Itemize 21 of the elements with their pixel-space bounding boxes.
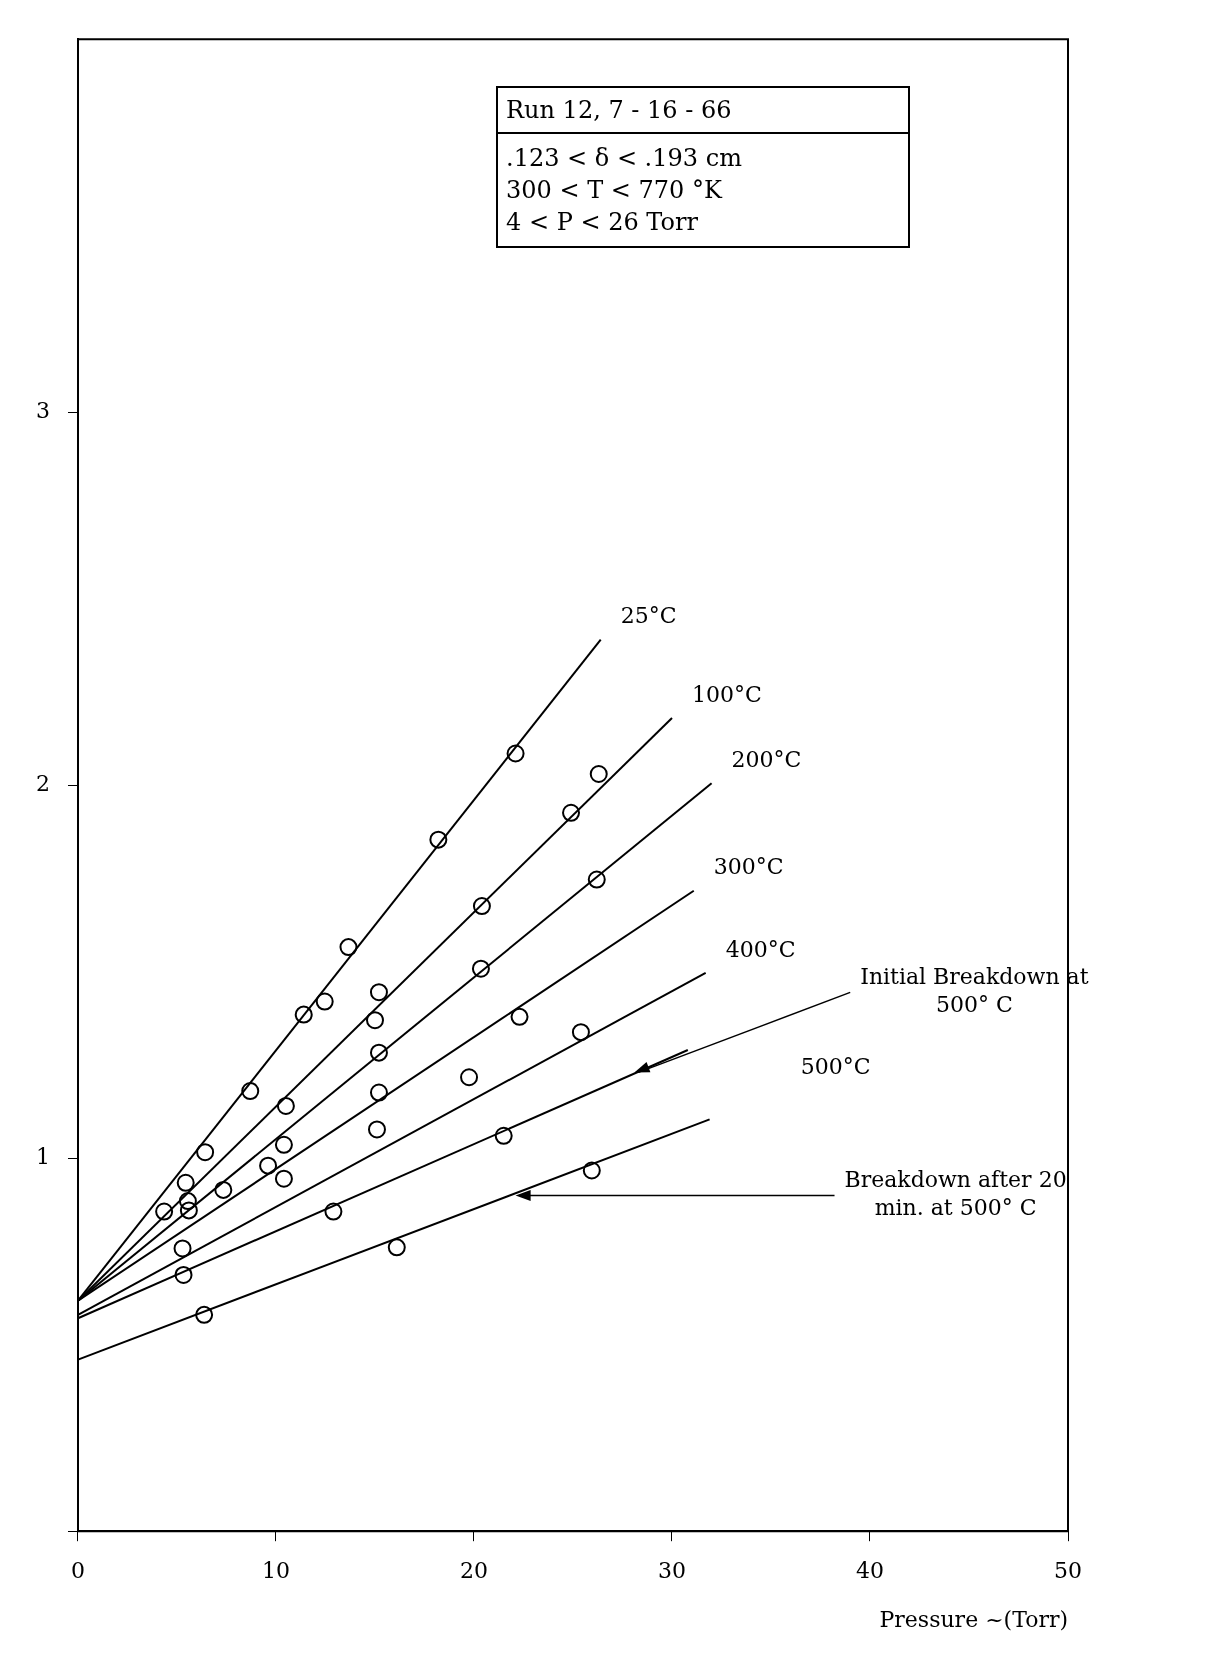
series-label: 25°C — [620, 603, 677, 629]
annotation: Breakdown after 20 min. at 500° C — [844, 1167, 1067, 1221]
x-tick-label: 40 — [856, 1558, 884, 1584]
annotation: 300 < T < 770 °K — [506, 175, 724, 206]
series-label: 300°C — [713, 854, 784, 880]
annotation: 500°C — [800, 1054, 871, 1080]
x-tick-label: 30 — [658, 1558, 686, 1584]
x-tick-label: 10 — [262, 1558, 290, 1584]
y-tick-label: 2 — [36, 770, 50, 796]
x-tick-label: 20 — [460, 1558, 488, 1584]
annotation: Run 12, 7 - 16 - 66 — [498, 88, 908, 134]
series-label: 400°C — [725, 936, 796, 962]
annotation: 4 < P < 26 Torr — [506, 207, 699, 238]
x-tick-label: 0 — [71, 1558, 85, 1584]
x-axis-title: Pressure ~(Torr) — [879, 1606, 1068, 1632]
annotation: .123 < δ < .193 cm — [506, 143, 743, 174]
series-label: 200°C — [731, 747, 802, 773]
y-tick-label: 1 — [36, 1143, 50, 1169]
y-tick-label: 3 — [36, 397, 50, 423]
series-label: 100°C — [692, 681, 762, 707]
x-tick-label: 50 — [1054, 1558, 1082, 1584]
